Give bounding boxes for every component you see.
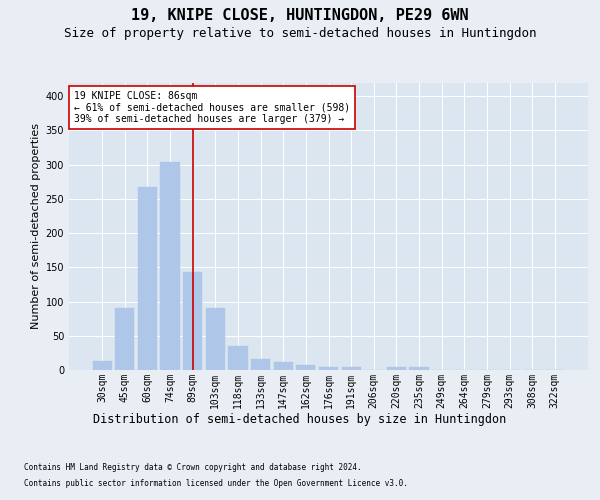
Bar <box>274 362 293 370</box>
Bar <box>341 368 361 370</box>
Y-axis label: Number of semi-detached properties: Number of semi-detached properties <box>31 123 41 329</box>
Bar <box>92 361 112 370</box>
Text: 19 KNIPE CLOSE: 86sqm
← 61% of semi-detached houses are smaller (598)
39% of sem: 19 KNIPE CLOSE: 86sqm ← 61% of semi-deta… <box>74 91 350 124</box>
Bar <box>138 186 157 370</box>
Bar <box>296 364 316 370</box>
Bar <box>183 272 202 370</box>
Text: Size of property relative to semi-detached houses in Huntingdon: Size of property relative to semi-detach… <box>64 28 536 40</box>
Bar <box>251 359 270 370</box>
Bar <box>387 368 406 370</box>
Bar <box>319 366 338 370</box>
Bar <box>160 162 180 370</box>
Bar <box>409 366 428 370</box>
Bar <box>206 308 225 370</box>
Bar <box>115 308 134 370</box>
Text: Contains public sector information licensed under the Open Government Licence v3: Contains public sector information licen… <box>24 479 408 488</box>
Text: Contains HM Land Registry data © Crown copyright and database right 2024.: Contains HM Land Registry data © Crown c… <box>24 462 362 471</box>
Bar <box>229 346 248 370</box>
Text: 19, KNIPE CLOSE, HUNTINGDON, PE29 6WN: 19, KNIPE CLOSE, HUNTINGDON, PE29 6WN <box>131 8 469 22</box>
Text: Distribution of semi-detached houses by size in Huntingdon: Distribution of semi-detached houses by … <box>94 412 506 426</box>
